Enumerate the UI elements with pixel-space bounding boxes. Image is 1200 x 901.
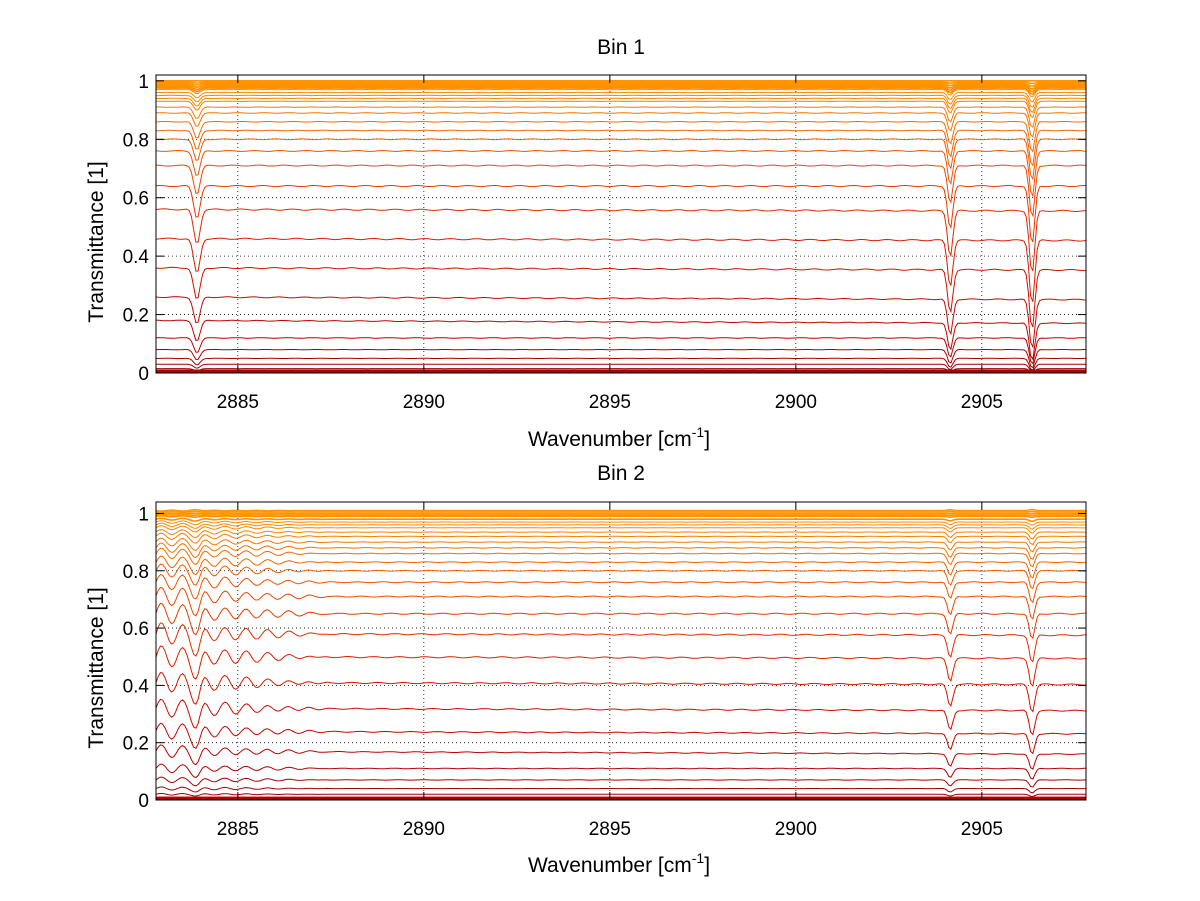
x-axis-label: Wavenumber [cm-1] — [528, 424, 710, 451]
series-line — [156, 89, 1087, 98]
y-tick-label: 0.8 — [123, 130, 149, 151]
series-line — [155, 602, 1087, 640]
series-line — [155, 149, 1087, 198]
near-zero-band — [156, 369, 1086, 373]
series-line — [155, 208, 1087, 272]
series-line — [155, 792, 1086, 798]
series-line — [155, 744, 1087, 770]
series-line — [155, 515, 1086, 519]
x-ticks: 2885 2890 2895 2900 2905 — [217, 502, 1003, 840]
y-ticks: 0 0.2 0.4 0.6 0.8 1 — [123, 72, 1086, 385]
series-line — [155, 97, 1086, 114]
series-line — [155, 722, 1087, 755]
series-line — [155, 100, 1087, 119]
series-line — [155, 319, 1087, 361]
axes-box — [155, 501, 1087, 801]
series-line — [156, 106, 1086, 128]
series-line — [155, 522, 1086, 530]
series-line — [156, 363, 1086, 372]
y-axis-label: Transmittance [1] — [85, 161, 108, 322]
x-tick-label: 2890 — [403, 392, 445, 413]
series-line — [155, 547, 1087, 568]
x-tick-label: 2895 — [589, 819, 631, 840]
series-line — [155, 237, 1087, 302]
y-tick-label: 0.6 — [123, 619, 149, 640]
series-line — [156, 91, 1086, 103]
chart-panel-bin-1: Bin 1 2885 2890 2895 2900 2905 0 0.2 0.4 0.6 0.8… — [85, 36, 1087, 451]
series-line — [156, 337, 1086, 365]
series-line — [155, 184, 1086, 243]
series-line — [156, 349, 1086, 369]
series-line — [155, 520, 1086, 526]
series-line — [155, 517, 1087, 523]
x-axis-label: Wavenumber [cm-1] — [528, 850, 710, 877]
series-line — [155, 296, 1087, 349]
series-group — [155, 80, 1087, 374]
series-line — [155, 586, 1087, 620]
y-ticks: 0 0.2 0.4 0.6 0.8 1 — [123, 504, 1086, 812]
series-line — [155, 164, 1087, 218]
series-line — [155, 525, 1086, 534]
series-line — [155, 266, 1087, 328]
series-line — [155, 510, 1086, 514]
y-tick-label: 0.2 — [123, 734, 149, 755]
series-line — [155, 121, 1087, 153]
series-line — [155, 698, 1087, 736]
series-line — [156, 87, 1086, 96]
series-line — [155, 786, 1086, 794]
series-line — [155, 513, 1086, 517]
series-group — [155, 508, 1087, 801]
series-line — [155, 542, 1086, 560]
x-tick-label: 2900 — [775, 392, 817, 413]
y-tick-label: 1 — [138, 72, 149, 93]
y-axis-label: Transmittance [1] — [85, 587, 108, 748]
series-line — [155, 112, 1086, 138]
series-line — [155, 529, 1086, 540]
y-tick-label: 0.4 — [123, 247, 150, 268]
plot-area — [156, 75, 1086, 373]
y-tick-label: 0 — [138, 791, 149, 812]
series-line — [155, 763, 1086, 780]
series-line — [155, 537, 1087, 553]
chart-title: Bin 2 — [597, 462, 645, 485]
series-line — [156, 81, 1086, 85]
series-line — [156, 357, 1086, 371]
x-tick-label: 2905 — [961, 819, 1003, 840]
series-line — [155, 574, 1087, 604]
x-tick-label: 2900 — [775, 819, 817, 840]
y-tick-label: 0.2 — [123, 306, 149, 327]
y-tick-label: 0.4 — [123, 676, 150, 697]
series-line — [155, 508, 1086, 512]
y-tick-label: 0 — [138, 364, 149, 385]
series-line — [156, 84, 1087, 90]
series-line — [155, 532, 1087, 546]
x-tick-label: 2885 — [217, 819, 259, 840]
series-line — [155, 776, 1087, 788]
series-line — [156, 82, 1086, 88]
x-tick-label: 2885 — [217, 392, 259, 413]
x-tick-label: 2895 — [589, 392, 631, 413]
series-line — [156, 94, 1087, 108]
chart-panel-bin-2: Bin 2 2885 2890 2895 2900 2905 0 0.2 0.4 0.6 0.8… — [85, 462, 1087, 877]
series-line — [156, 368, 1087, 373]
y-tick-label: 1 — [138, 504, 149, 525]
series-line — [155, 85, 1086, 93]
series-line — [155, 555, 1087, 579]
chart-title: Bin 1 — [597, 36, 645, 59]
series-line — [155, 138, 1086, 181]
near-zero-band — [156, 796, 1086, 800]
x-ticks: 2885 2890 2895 2900 2905 — [217, 75, 1003, 413]
series-line — [155, 672, 1087, 713]
plot-area — [156, 502, 1086, 800]
x-tick-label: 2890 — [403, 819, 445, 840]
series-line — [155, 622, 1087, 663]
axes-box — [155, 74, 1087, 374]
series-line — [155, 645, 1087, 688]
series-line — [156, 129, 1087, 167]
series-line — [155, 563, 1086, 590]
y-tick-label: 0.8 — [123, 562, 149, 583]
x-tick-label: 2905 — [961, 392, 1003, 413]
y-tick-label: 0.6 — [123, 189, 149, 210]
